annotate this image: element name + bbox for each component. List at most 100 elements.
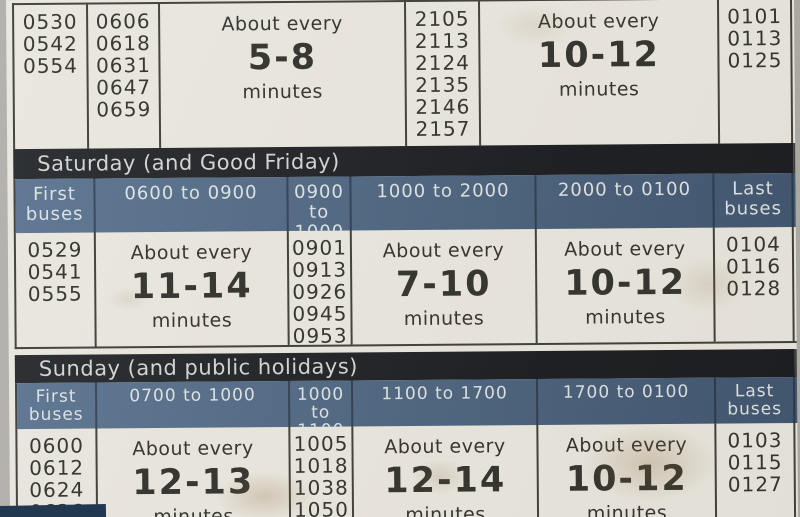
column-header-line: to: [309, 201, 330, 223]
column-header-line: 1100 to 1700: [381, 383, 508, 405]
departure-time: 0541: [27, 259, 83, 284]
day-sections: Saturday (and Good Friday) First buses 0600…: [13, 142, 799, 517]
column-header-cell: Last buses: [714, 172, 794, 234]
frequency-prefix: About every: [564, 237, 686, 261]
departure-time: 0554: [22, 53, 79, 79]
frequency-prefix: About every: [130, 241, 253, 265]
column-header-line: 0600 to 0900: [124, 182, 258, 205]
column-header-line: 2000 to 0100: [557, 178, 692, 201]
departure-time: 2135: [415, 72, 471, 97]
departure-times-cell: 0901 0913 0926 0945 0953: [288, 230, 353, 345]
frequency-cell: About every 7-10 minutes: [351, 228, 538, 345]
frequency-prefix: About every: [384, 435, 506, 459]
departure-time: 0913: [292, 257, 348, 282]
column-header-line: buses: [724, 198, 783, 220]
departure-times-cell: 2105 2113 2124 2135 2146 2157: [405, 1, 482, 147]
timetable-data-row: 0529 0541 0555 About every 11-14 minutes 0901 0…: [13, 226, 797, 350]
frequency-suffix: minutes: [151, 309, 233, 333]
departure-time: 0115: [727, 450, 783, 475]
frequency-suffix: minutes: [403, 307, 485, 331]
frequency-range: 5-8: [247, 37, 318, 79]
frequency-prefix: About every: [537, 10, 660, 33]
column-header-cell: 0900 to 1000: [288, 176, 352, 234]
weekday-frequency-row: 0530 0542 0554 0606 0618 0631 0647 0659 About ev…: [11, 0, 796, 150]
frequency-range: 7-10: [395, 264, 492, 306]
departure-times-cell: 0103 0115 0127: [716, 422, 797, 517]
frequency-suffix: minutes: [585, 305, 666, 329]
departure-time: 0542: [22, 31, 78, 57]
departure-time: 0624: [29, 477, 85, 502]
bus-timetable-sign: 0530 0542 0554 0606 0618 0631 0647 0659 About ev…: [5, 0, 799, 517]
departure-times-cell: 0606 0618 0631 0647 0659: [88, 3, 162, 149]
departure-time: 0530: [22, 9, 78, 35]
departure-time: 0127: [727, 472, 783, 497]
departure-time: 0125: [727, 48, 783, 73]
frequency-prefix: About every: [132, 437, 254, 461]
timetable-data-row: 06000612062406360648About every12-13minu…: [15, 422, 799, 517]
departure-time: 2105: [414, 6, 470, 31]
column-header-line: Last: [734, 381, 775, 402]
frequency-range: 10-12: [564, 262, 687, 304]
frequency-prefix: About every: [565, 433, 688, 457]
departure-time: 0953: [292, 323, 348, 345]
day-title-label: Saturday (and Good Friday): [37, 149, 340, 176]
departure-time: 0555: [27, 281, 83, 306]
frequency-range: 10-12: [565, 458, 688, 500]
departure-time: 2146: [415, 94, 471, 119]
departure-time: 0647: [96, 75, 152, 100]
departure-time: 2113: [414, 28, 470, 53]
frequency-cell: About every 12-14 minutes: [353, 424, 540, 517]
departure-times-cell: 0530 0542 0554: [14, 4, 90, 150]
column-header-line: 1000: [296, 384, 345, 405]
column-header-line: 0900: [294, 181, 344, 203]
departure-time: 0101: [727, 4, 783, 29]
column-header-cell: 1000 to 2000: [351, 174, 537, 234]
departure-time: 0104: [725, 232, 781, 257]
column-header-line: buses: [727, 399, 783, 420]
departure-time: 0600: [28, 433, 85, 458]
departure-times-cell: 0529 0541 0555: [15, 232, 97, 348]
frequency-range: 12-14: [384, 460, 507, 502]
frequency-cell: About every 10-12 minutes: [538, 423, 718, 517]
column-header-cell: 0600 to 0900: [95, 176, 289, 234]
frequency-cell: About every 12-13 minutes: [97, 426, 292, 517]
departure-time: 0612: [29, 455, 85, 480]
column-header-cell: 2000 to 0100: [536, 173, 715, 234]
frequency-cell: About every 5-8 minutes: [160, 2, 408, 148]
frequency-cell: About every 10-12 minutes: [536, 227, 716, 343]
departure-time: 0618: [95, 31, 151, 56]
column-header-line: 1700 to 0100: [562, 381, 690, 403]
departure-time: 0606: [95, 9, 151, 34]
column-header-cell: 0700 to 1000: [96, 380, 291, 430]
departure-time: 0113: [727, 26, 783, 51]
bottom-left-blue-wedge: [0, 503, 107, 517]
column-header-line: First: [32, 183, 77, 205]
section-sunday: Sunday (and public holidays) First buses 07…: [14, 348, 799, 517]
column-header-line: buses: [28, 404, 84, 425]
section-saturday: Saturday (and Good Friday) First buses 0600…: [13, 142, 797, 350]
departure-times-cell: 1005 1018 1038 1050: [290, 426, 355, 517]
departure-time: 1050: [293, 497, 350, 517]
departure-time: 1005: [293, 431, 349, 456]
frequency-range: 10-12: [537, 35, 661, 76]
column-header-cell: 1700 to 0100: [537, 377, 717, 430]
day-title-label: Sunday (and public holidays): [38, 354, 359, 381]
frequency-cell: About every 10-12 minutes: [479, 0, 721, 146]
frequency-suffix: minutes: [586, 501, 668, 517]
column-header-line: buses: [25, 203, 84, 226]
column-header-line: First: [35, 386, 77, 407]
frequency-range: 12-13: [132, 462, 255, 504]
frequency-suffix: minutes: [405, 503, 486, 517]
column-header-row: First buses 0600 to 0900 0900 to 1000 1000 to …: [13, 172, 796, 234]
departure-time: 0631: [95, 53, 152, 78]
frequency-range: 11-14: [130, 266, 253, 308]
column-header-line: 1000 to 2000: [376, 180, 510, 203]
frequency-suffix: minutes: [242, 80, 323, 104]
departure-time: 0529: [27, 237, 83, 262]
departure-time: 2124: [414, 50, 471, 75]
departure-time: 0901: [291, 235, 347, 260]
column-header-cell: First buses: [16, 382, 98, 430]
